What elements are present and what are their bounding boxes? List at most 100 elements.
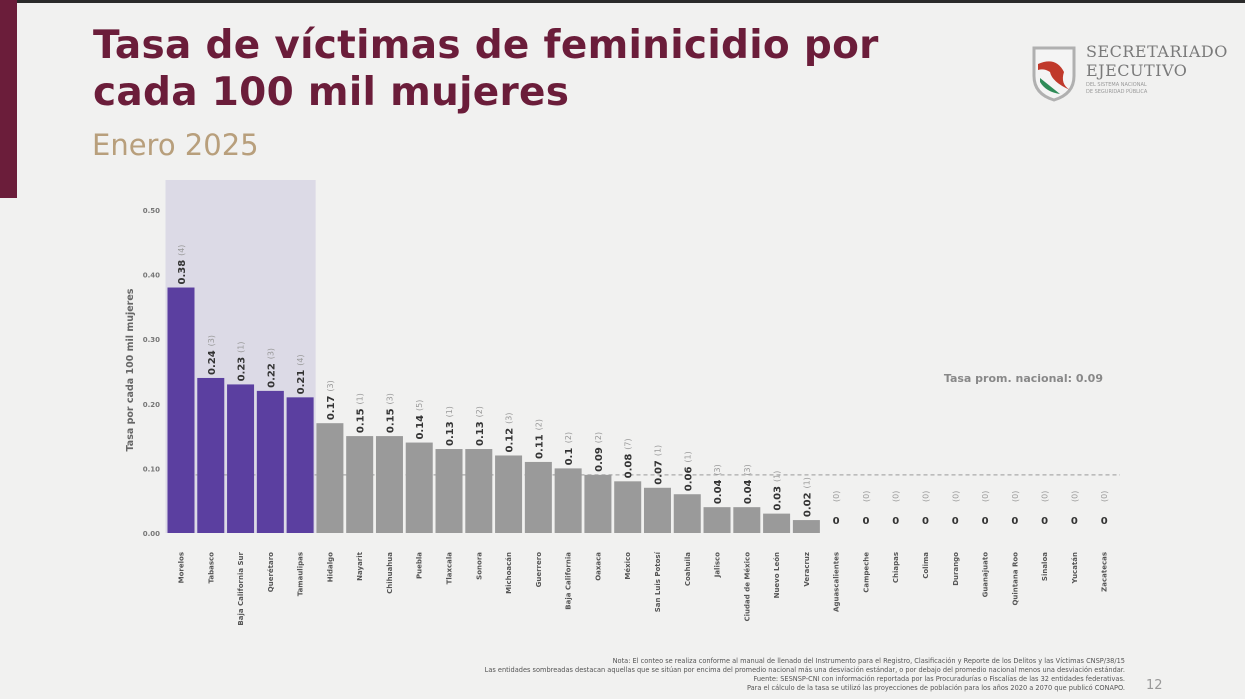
y-tick-label: 0.40: [143, 272, 160, 280]
footnotes: Nota: El conteo se realiza conforme al m…: [485, 657, 1125, 693]
category-label: Oaxaca: [594, 552, 602, 581]
value-label: 0: [982, 516, 989, 527]
footnote-3: Fuente: SESNSP-CNI con información repor…: [753, 675, 1125, 683]
count-label: (0): [922, 491, 931, 502]
bar: [316, 423, 344, 533]
bar: [346, 436, 374, 533]
category-label: Yucatán: [1071, 552, 1079, 584]
value-label: 0: [1101, 516, 1108, 527]
count-label: (7): [624, 438, 633, 449]
value-label: 0.21: [296, 370, 307, 395]
y-tick-label: 0.50: [143, 207, 160, 215]
value-label: 0: [1071, 516, 1078, 527]
value-label: 0.07: [653, 460, 664, 485]
category-label: Ciudad de México: [743, 552, 751, 622]
value-label: 0.17: [326, 395, 337, 420]
y-axis-label: Tasa por cada 100 mil mujeres: [125, 288, 136, 451]
value-label: 0.13: [475, 421, 486, 446]
category-label: Jalisco: [714, 552, 722, 578]
bar: [554, 468, 582, 533]
count-label: (0): [1100, 491, 1109, 502]
count-label: (0): [981, 491, 990, 502]
category-label: Tlaxcala: [446, 552, 454, 585]
value-label: 0: [1011, 516, 1018, 527]
value-label: 0.38: [177, 260, 188, 285]
count-label: (2): [594, 432, 603, 443]
count-label: (1): [802, 477, 811, 488]
bar: [614, 481, 642, 533]
value-label: 0: [952, 516, 959, 527]
value-label: 0.23: [237, 357, 248, 382]
value-label: 0: [1041, 516, 1048, 527]
value-label: 0.11: [534, 434, 545, 459]
bar: [763, 513, 791, 533]
category-label: Guerrero: [535, 552, 543, 588]
bar: [673, 494, 701, 533]
bar: [435, 449, 463, 533]
logo-small-line2: DE SEGURIDAD PÚBLICA: [1086, 89, 1148, 95]
accent-sidebar: [0, 0, 17, 198]
count-label: (3): [743, 464, 752, 475]
category-label: Chihuahua: [386, 552, 394, 594]
value-label: 0.04: [743, 479, 754, 504]
y-tick-label: 0.00: [143, 530, 160, 538]
category-label: Quintana Roo: [1011, 552, 1019, 606]
category-label: Sinaloa: [1041, 552, 1049, 581]
count-label: (0): [1041, 491, 1050, 502]
category-label: Zacatecas: [1101, 552, 1109, 592]
y-tick-label: 0.20: [143, 401, 160, 409]
value-label: 0: [892, 516, 899, 527]
count-label: (1): [237, 341, 246, 352]
value-label: 0.02: [802, 492, 813, 517]
value-label: 0: [922, 516, 929, 527]
bar: [584, 474, 612, 533]
category-label: Veracruz: [803, 552, 811, 587]
bar: [197, 377, 225, 533]
category-label: Chiapas: [892, 552, 900, 583]
category-label: Michoacán: [505, 552, 513, 594]
value-label: 0.03: [773, 486, 784, 511]
bar: [703, 507, 731, 533]
value-label: 0: [833, 516, 840, 527]
footnote-4: Para el cálculo de la tasa se utilizó la…: [746, 684, 1125, 692]
page-subtitle: Enero 2025: [92, 128, 259, 162]
category-label: San Luis Potosí: [654, 551, 662, 612]
shield-logo-icon: [1032, 46, 1076, 102]
title-line-2: cada 100 mil mujeres: [93, 70, 570, 115]
value-label: 0.24: [207, 350, 218, 375]
y-tick-label: 0.30: [143, 336, 160, 344]
category-label: Tabasco: [207, 552, 215, 584]
bar: [227, 384, 255, 533]
bar: [405, 442, 433, 533]
count-label: (3): [713, 464, 722, 475]
logo-text-line1: SECRETARIADO: [1086, 42, 1228, 61]
count-label: (1): [773, 471, 782, 482]
category-label: Hidalgo: [326, 552, 334, 582]
category-label: Durango: [952, 552, 960, 586]
count-label: (1): [683, 451, 692, 462]
bar: [643, 487, 671, 533]
category-label: Baja California: [565, 552, 573, 610]
category-label: Aguascalientes: [833, 552, 841, 612]
category-label: Puebla: [416, 552, 424, 579]
bar: [167, 287, 195, 533]
category-label: Nayarit: [356, 551, 364, 581]
title-line-1: Tasa de víctimas de feminicidio por: [93, 23, 879, 68]
logo-small-line1: DEL SISTEMA NACIONAL: [1086, 82, 1147, 88]
bar: [256, 390, 284, 533]
count-label: (3): [385, 393, 394, 404]
count-label: (2): [534, 419, 543, 430]
value-label: 0.15: [356, 408, 367, 433]
bar-chart: 0.000.100.200.300.400.500.38(4)Morelos0.…: [125, 180, 1120, 626]
count-label: (1): [653, 445, 662, 456]
count-label: (0): [892, 491, 901, 502]
count-label: (3): [326, 380, 335, 391]
count-label: (1): [356, 393, 365, 404]
footnote-2: Las entidades sombreadas destacan aquell…: [484, 666, 1125, 674]
bar: [286, 397, 314, 533]
value-label: 0.1: [564, 448, 575, 466]
count-label: (2): [475, 406, 484, 417]
footnote-1: Nota: El conteo se realiza conforme al m…: [612, 657, 1125, 665]
category-label: Colima: [922, 552, 930, 579]
value-label: 0.13: [445, 421, 456, 446]
